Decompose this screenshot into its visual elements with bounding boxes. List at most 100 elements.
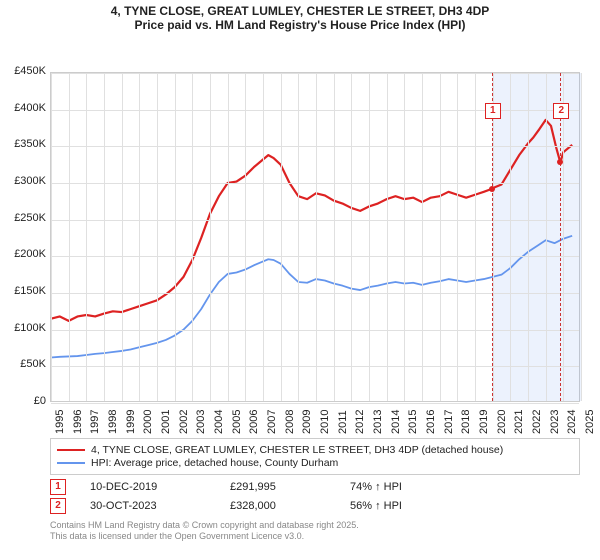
marker-label-box: 2 bbox=[553, 103, 569, 119]
gridline-v bbox=[122, 73, 123, 401]
gridline-v bbox=[69, 73, 70, 401]
gridline-v bbox=[157, 73, 158, 401]
footer-line-2: This data is licensed under the Open Gov… bbox=[50, 531, 580, 542]
x-tick-label: 2008 bbox=[284, 410, 296, 434]
y-tick-label: £350K bbox=[0, 138, 46, 150]
gridline-v bbox=[387, 73, 388, 401]
gridline-v bbox=[528, 73, 529, 401]
legend-label: HPI: Average price, detached house, Coun… bbox=[91, 457, 338, 469]
y-tick-label: £0 bbox=[0, 395, 46, 407]
title-line-1: 4, TYNE CLOSE, GREAT LUMLEY, CHESTER LE … bbox=[0, 4, 600, 18]
gridline-v bbox=[210, 73, 211, 401]
gridline-v bbox=[457, 73, 458, 401]
x-tick-label: 2019 bbox=[478, 410, 490, 434]
gridline-v bbox=[298, 73, 299, 401]
x-tick-label: 2024 bbox=[566, 410, 578, 434]
x-tick-label: 2005 bbox=[231, 410, 243, 434]
gridline-h bbox=[51, 183, 579, 184]
gridline-v bbox=[51, 73, 52, 401]
gridline-v bbox=[228, 73, 229, 401]
x-tick-label: 1996 bbox=[72, 410, 84, 434]
marker-dot bbox=[489, 186, 495, 192]
legend-swatch bbox=[57, 449, 85, 451]
x-tick-label: 1998 bbox=[107, 410, 119, 434]
sale-hpi: 56% ↑ HPI bbox=[350, 500, 402, 512]
gridline-v bbox=[104, 73, 105, 401]
gridline-h bbox=[51, 330, 579, 331]
footer-line-1: Contains HM Land Registry data © Crown c… bbox=[50, 520, 580, 531]
y-tick-label: £50K bbox=[0, 358, 46, 370]
x-tick-label: 2004 bbox=[213, 410, 225, 434]
gridline-h bbox=[51, 146, 579, 147]
y-tick-label: £200K bbox=[0, 248, 46, 260]
legend-row: 4, TYNE CLOSE, GREAT LUMLEY, CHESTER LE … bbox=[57, 444, 573, 456]
marker-label-box: 1 bbox=[485, 103, 501, 119]
x-tick-label: 2012 bbox=[354, 410, 366, 434]
gridline-v bbox=[263, 73, 264, 401]
sale-row: 230-OCT-2023£328,00056% ↑ HPI bbox=[50, 498, 580, 514]
x-tick-label: 1999 bbox=[125, 410, 137, 434]
gridline-h bbox=[51, 366, 579, 367]
x-tick-label: 2025 bbox=[584, 410, 596, 434]
gridline-h bbox=[51, 220, 579, 221]
x-tick-label: 2017 bbox=[443, 410, 455, 434]
y-tick-label: £150K bbox=[0, 285, 46, 297]
gridline-h bbox=[51, 293, 579, 294]
gridline-v bbox=[510, 73, 511, 401]
gridline-v bbox=[139, 73, 140, 401]
x-tick-label: 2010 bbox=[319, 410, 331, 434]
gridline-v bbox=[546, 73, 547, 401]
gridline-h bbox=[51, 256, 579, 257]
x-tick-label: 2006 bbox=[248, 410, 260, 434]
gridline-v bbox=[316, 73, 317, 401]
x-tick-label: 2001 bbox=[160, 410, 172, 434]
gridline-v bbox=[369, 73, 370, 401]
legend-label: 4, TYNE CLOSE, GREAT LUMLEY, CHESTER LE … bbox=[91, 444, 503, 456]
sale-price: £328,000 bbox=[230, 500, 350, 512]
gridline-v bbox=[475, 73, 476, 401]
gridline-v bbox=[86, 73, 87, 401]
x-tick-label: 2014 bbox=[390, 410, 402, 434]
gridline-v bbox=[281, 73, 282, 401]
footer-attribution: Contains HM Land Registry data © Crown c… bbox=[50, 520, 580, 543]
gridline-v bbox=[422, 73, 423, 401]
x-tick-label: 1997 bbox=[89, 410, 101, 434]
series-line bbox=[51, 236, 572, 358]
x-tick-label: 2023 bbox=[549, 410, 561, 434]
gridline-v bbox=[334, 73, 335, 401]
x-tick-label: 2013 bbox=[372, 410, 384, 434]
x-tick-label: 2020 bbox=[496, 410, 508, 434]
x-tick-label: 2018 bbox=[460, 410, 472, 434]
x-tick-label: 2022 bbox=[531, 410, 543, 434]
x-tick-label: 2011 bbox=[337, 410, 349, 434]
x-tick-label: 2002 bbox=[178, 410, 190, 434]
gridline-v bbox=[581, 73, 582, 401]
gridline-h bbox=[51, 403, 579, 404]
gridline-v bbox=[175, 73, 176, 401]
gridline-h bbox=[51, 73, 579, 74]
x-tick-label: 2003 bbox=[195, 410, 207, 434]
y-tick-label: £250K bbox=[0, 212, 46, 224]
y-tick-label: £100K bbox=[0, 322, 46, 334]
legend: 4, TYNE CLOSE, GREAT LUMLEY, CHESTER LE … bbox=[50, 438, 580, 475]
chart-area: 12 £0£50K£100K£150K£200K£250K£300K£350K£… bbox=[0, 32, 600, 432]
gridline-v bbox=[192, 73, 193, 401]
gridline-v bbox=[563, 73, 564, 401]
y-tick-label: £450K bbox=[0, 65, 46, 77]
gridline-v bbox=[351, 73, 352, 401]
sale-price: £291,995 bbox=[230, 481, 350, 493]
marker-vline bbox=[560, 73, 561, 401]
legend-row: HPI: Average price, detached house, Coun… bbox=[57, 457, 573, 469]
x-tick-label: 2009 bbox=[301, 410, 313, 434]
y-tick-label: £400K bbox=[0, 102, 46, 114]
x-tick-label: 2007 bbox=[266, 410, 278, 434]
marker-vline bbox=[492, 73, 493, 401]
sale-marker-icon: 2 bbox=[50, 498, 66, 514]
sales-table: 110-DEC-2019£291,99574% ↑ HPI230-OCT-202… bbox=[50, 479, 580, 514]
plot-area: 12 bbox=[50, 72, 580, 402]
gridline-v bbox=[440, 73, 441, 401]
title-line-2: Price paid vs. HM Land Registry's House … bbox=[0, 18, 600, 32]
gridline-v bbox=[493, 73, 494, 401]
x-tick-label: 2021 bbox=[513, 410, 525, 434]
x-tick-label: 2000 bbox=[142, 410, 154, 434]
